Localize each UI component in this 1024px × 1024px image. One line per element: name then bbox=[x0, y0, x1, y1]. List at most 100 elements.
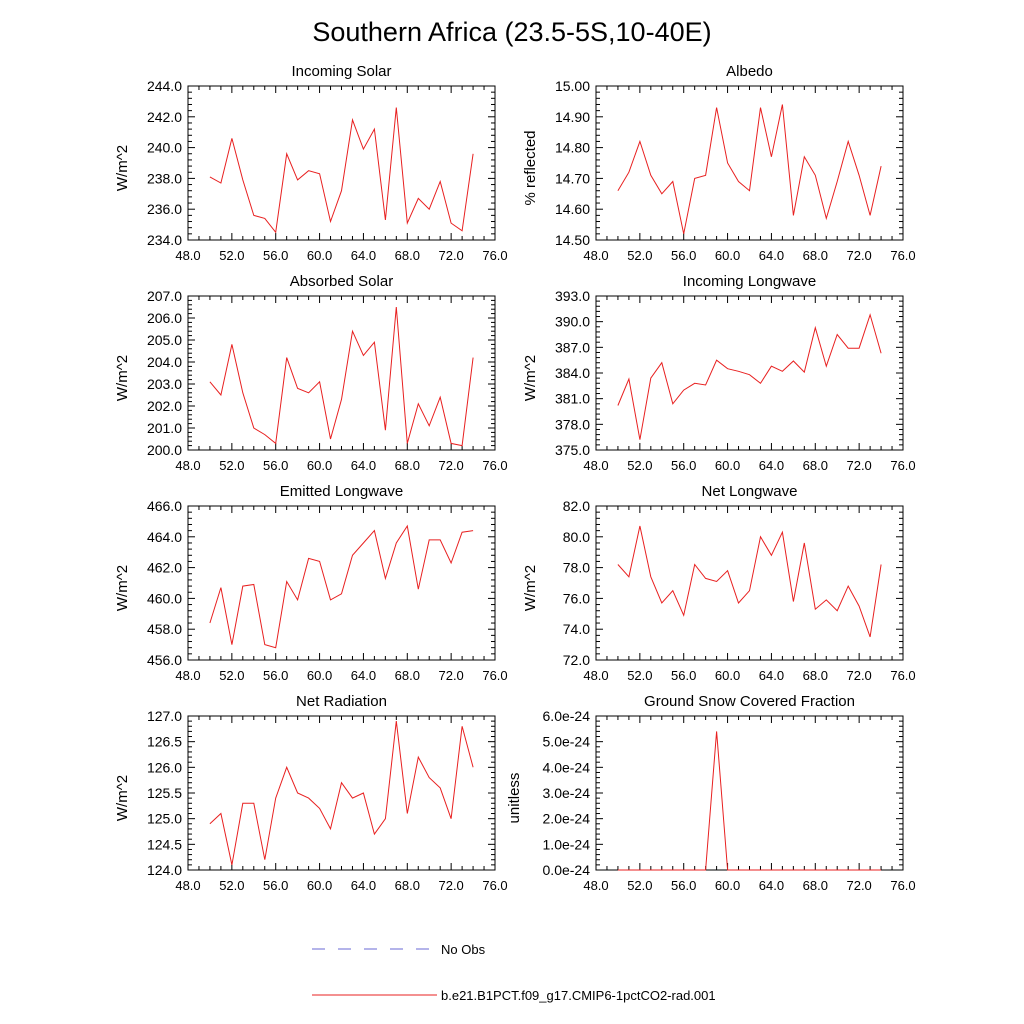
x-tick-label: 72.0 bbox=[438, 458, 463, 473]
y-tick-label: 378.0 bbox=[555, 416, 590, 432]
y-tick-label: 201.0 bbox=[147, 420, 182, 436]
x-tick-label: 60.0 bbox=[715, 668, 740, 683]
y-tick-label: 203.0 bbox=[147, 376, 182, 392]
y-tick-label: 393.0 bbox=[555, 288, 590, 304]
y-axis-label: W/m^2 bbox=[114, 775, 131, 821]
y-tick-label: 384.0 bbox=[555, 365, 590, 381]
x-tick-label: 68.0 bbox=[803, 878, 828, 893]
y-tick-label: 204.0 bbox=[147, 354, 182, 370]
plot-frame bbox=[187, 85, 496, 241]
y-tick-label: 80.0 bbox=[563, 529, 590, 545]
x-tick-label: 76.0 bbox=[482, 248, 507, 263]
y-tick-label: 234.0 bbox=[147, 232, 182, 248]
y-tick-label: 456.0 bbox=[147, 652, 182, 668]
y-tick-label: 3.0e-24 bbox=[543, 785, 591, 801]
y-tick-label: 14.50 bbox=[555, 232, 590, 248]
y-tick-label: 74.0 bbox=[563, 621, 590, 637]
x-tick-label: 56.0 bbox=[671, 878, 696, 893]
y-tick-label: 375.0 bbox=[555, 442, 590, 458]
y-tick-label: 126.0 bbox=[147, 759, 182, 775]
series-line bbox=[617, 313, 882, 440]
x-tick-label: 52.0 bbox=[219, 668, 244, 683]
x-tick-label: 68.0 bbox=[395, 668, 420, 683]
panel-3: Incoming Longwave 48.0 52.0 56.0 60.0 64.0 68.… bbox=[522, 273, 916, 473]
x-tick-label: 72.0 bbox=[846, 878, 871, 893]
plot-frame bbox=[187, 505, 496, 661]
y-tick-label: 126.5 bbox=[147, 734, 182, 750]
x-tick-label: 52.0 bbox=[627, 248, 652, 263]
plot-frame bbox=[187, 715, 496, 871]
x-tick-label: 76.0 bbox=[890, 878, 915, 893]
y-axis-label: W/m^2 bbox=[114, 565, 131, 611]
y-tick-label: 200.0 bbox=[147, 442, 182, 458]
y-axis-label: W/m^2 bbox=[114, 355, 131, 401]
x-tick-label: 52.0 bbox=[627, 878, 652, 893]
x-tick-label: 64.0 bbox=[351, 878, 376, 893]
x-tick-label: 60.0 bbox=[307, 878, 332, 893]
x-tick-label: 52.0 bbox=[627, 668, 652, 683]
y-tick-label: 244.0 bbox=[147, 78, 182, 94]
x-tick-label: 60.0 bbox=[307, 458, 332, 473]
y-tick-label: 460.0 bbox=[147, 590, 182, 606]
x-tick-label: 76.0 bbox=[890, 458, 915, 473]
x-tick-label: 68.0 bbox=[395, 878, 420, 893]
x-tick-label: 48.0 bbox=[583, 248, 608, 263]
y-tick-label: 14.90 bbox=[555, 109, 590, 125]
y-axis-label: W/m^2 bbox=[114, 145, 131, 191]
x-tick-label: 76.0 bbox=[482, 668, 507, 683]
x-tick-label: 60.0 bbox=[715, 878, 740, 893]
y-axis-label: W/m^2 bbox=[522, 565, 539, 611]
panel-title: Emitted Longwave bbox=[280, 483, 403, 500]
y-tick-label: 238.0 bbox=[147, 170, 182, 186]
x-tick-label: 72.0 bbox=[438, 878, 463, 893]
y-tick-label: 124.5 bbox=[147, 836, 182, 852]
y-tick-label: 462.0 bbox=[147, 560, 182, 576]
x-tick-label: 76.0 bbox=[482, 878, 507, 893]
series-line bbox=[209, 306, 474, 447]
y-tick-label: 390.0 bbox=[555, 314, 590, 330]
legend: No Obs b.e21.B1PCT.f09_g17.CMIP6-1pctCO2… bbox=[312, 942, 716, 1003]
y-tick-label: 4.0e-24 bbox=[543, 759, 591, 775]
x-tick-label: 72.0 bbox=[846, 458, 871, 473]
x-tick-label: 76.0 bbox=[890, 668, 915, 683]
x-tick-label: 56.0 bbox=[263, 458, 288, 473]
series-line bbox=[209, 524, 474, 649]
x-tick-label: 48.0 bbox=[175, 878, 200, 893]
x-tick-label: 48.0 bbox=[583, 668, 608, 683]
panel-title: Absorbed Solar bbox=[290, 273, 393, 290]
y-axis-label: unitless bbox=[506, 773, 523, 824]
x-tick-label: 48.0 bbox=[175, 248, 200, 263]
panel-6: Net Radiation 48.0 52.0 56.0 60.0 64.0 68.0 72.… bbox=[114, 693, 508, 893]
x-tick-label: 64.0 bbox=[351, 248, 376, 263]
x-tick-label: 48.0 bbox=[175, 458, 200, 473]
y-tick-label: 5.0e-24 bbox=[543, 734, 591, 750]
x-tick-label: 56.0 bbox=[263, 668, 288, 683]
x-tick-label: 56.0 bbox=[263, 248, 288, 263]
y-tick-label: 125.0 bbox=[147, 811, 182, 827]
series-line bbox=[209, 721, 474, 866]
series-line bbox=[617, 731, 882, 871]
y-tick-label: 14.80 bbox=[555, 140, 590, 156]
panel-title: Albedo bbox=[726, 63, 773, 80]
x-tick-label: 64.0 bbox=[759, 668, 784, 683]
y-tick-label: 76.0 bbox=[563, 590, 590, 606]
panel-title: Ground Snow Covered Fraction bbox=[644, 693, 855, 710]
x-tick-label: 56.0 bbox=[263, 878, 288, 893]
x-tick-label: 56.0 bbox=[671, 248, 696, 263]
y-tick-label: 466.0 bbox=[147, 498, 182, 514]
x-tick-label: 72.0 bbox=[846, 668, 871, 683]
x-tick-label: 72.0 bbox=[846, 248, 871, 263]
series-line bbox=[617, 525, 882, 638]
legend-no-obs-label: No Obs bbox=[441, 942, 486, 957]
x-tick-label: 60.0 bbox=[307, 248, 332, 263]
panel-5: Net Longwave 48.0 52.0 56.0 60.0 64.0 68.0 72.0… bbox=[522, 483, 916, 683]
x-tick-label: 56.0 bbox=[671, 668, 696, 683]
plot-frame bbox=[595, 505, 904, 661]
y-tick-label: 14.60 bbox=[555, 201, 590, 217]
panel-7: Ground Snow Covered Fraction 48.0 52.0 56.0… bbox=[506, 693, 916, 893]
y-tick-label: 2.0e-24 bbox=[543, 811, 591, 827]
x-tick-label: 64.0 bbox=[351, 458, 376, 473]
y-axis-label: W/m^2 bbox=[522, 355, 539, 401]
y-tick-label: 464.0 bbox=[147, 529, 182, 545]
